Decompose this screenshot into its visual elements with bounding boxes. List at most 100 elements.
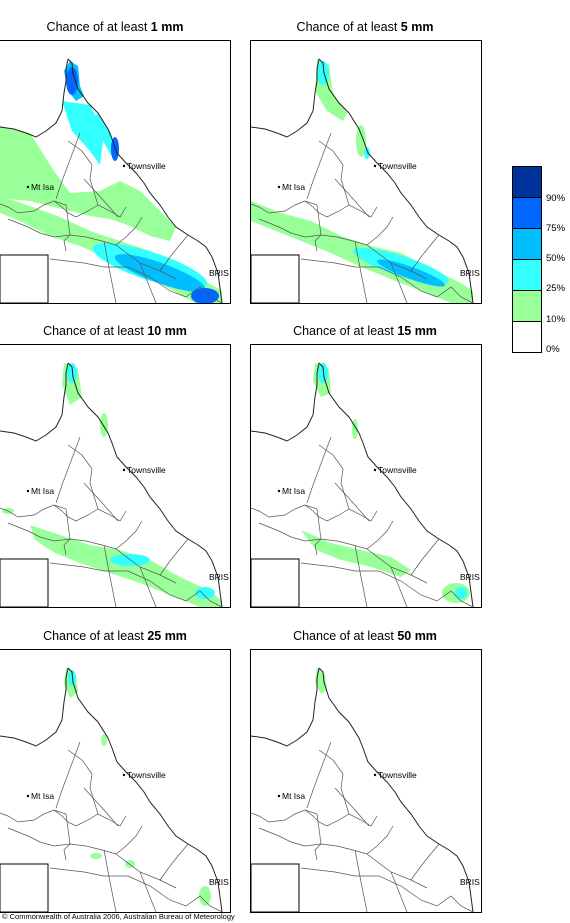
map-svg: Townsville Mt Isa BRIS — [0, 58, 229, 303]
district-border — [0, 809, 127, 827]
district-border — [115, 853, 177, 889]
probability-area — [364, 147, 370, 159]
label-brisbane: BRIS — [460, 877, 480, 887]
probability-area — [101, 734, 107, 746]
district-border — [366, 548, 428, 584]
legend-swatch-25 — [512, 259, 542, 290]
district-border — [103, 240, 117, 303]
map-1mm: Townsville Mt Isa BRIS — [0, 40, 231, 304]
legend-swatch-90 — [512, 166, 542, 197]
district-border — [49, 867, 223, 912]
district-border — [366, 244, 428, 280]
probability-area — [318, 363, 328, 383]
district-border — [318, 749, 350, 815]
probability-area — [356, 125, 366, 157]
district-border — [103, 544, 117, 607]
label-mt-isa: Mt Isa — [282, 182, 305, 192]
district-border — [306, 741, 332, 809]
district-border — [318, 444, 350, 510]
district-border — [67, 749, 99, 815]
map-svg: Townsville Mt Isa BRIS — [0, 362, 229, 607]
panel-title: Chance of at least 1 mm — [46, 20, 184, 34]
gulf-coastline — [0, 667, 69, 747]
legend-label-10: 10% — [546, 314, 566, 325]
district-border — [300, 562, 474, 607]
district-border — [366, 853, 428, 889]
district-border — [300, 258, 474, 303]
district-border — [49, 562, 223, 607]
coastline — [67, 58, 223, 303]
probability-area — [100, 413, 108, 437]
map-10mm: Townsville Mt Isa BRIS — [0, 344, 231, 608]
district-border — [300, 867, 474, 912]
legend-swatch-75 — [512, 197, 542, 228]
map-svg: Townsville Mt Isa BRIS — [0, 667, 229, 912]
panel-title: Chance of at least 5 mm — [296, 20, 434, 34]
panel-title: Chance of at least 25 mm — [43, 629, 187, 643]
panel-title: Chance of at least 10 mm — [43, 324, 187, 338]
legend-swatch-50 — [512, 228, 542, 259]
district-border — [354, 544, 368, 607]
district-border — [139, 566, 157, 607]
probability-area — [110, 554, 150, 566]
district-border — [258, 825, 394, 855]
district-border — [334, 178, 370, 218]
copyright-footer: © Commonwealth of Australia 2006, Austra… — [2, 912, 235, 921]
district-border — [390, 262, 408, 303]
coastline — [318, 667, 474, 912]
inset-box — [0, 558, 49, 607]
district-border — [159, 234, 189, 272]
probability-area — [377, 259, 445, 287]
town-dot — [122, 468, 126, 472]
town-dot — [26, 489, 30, 493]
town-dot — [277, 185, 281, 189]
legend-label-0: 0% — [546, 344, 560, 355]
probability-area — [62, 363, 82, 405]
district-border — [7, 216, 143, 246]
district-border — [83, 787, 119, 827]
inset-box — [0, 254, 49, 303]
coastline — [318, 58, 474, 303]
district-border — [7, 520, 143, 550]
probability-area — [301, 530, 411, 577]
district-border — [103, 849, 117, 912]
coastline — [318, 362, 474, 607]
label-brisbane: BRIS — [209, 268, 229, 278]
district-border — [306, 436, 332, 504]
district-border — [67, 140, 99, 206]
town-dot — [277, 489, 281, 493]
coastline — [67, 667, 223, 912]
panel-title: Chance of at least 50 mm — [293, 629, 437, 643]
inset-box — [251, 254, 300, 303]
probability-area — [90, 853, 102, 859]
district-border — [139, 262, 157, 303]
district-border — [49, 258, 223, 303]
legend-label-25: 25% — [546, 283, 566, 294]
district-border — [55, 436, 81, 504]
label-mt-isa: Mt Isa — [282, 791, 305, 801]
district-border — [251, 200, 378, 218]
town-dot — [122, 773, 126, 777]
district-border — [115, 548, 177, 584]
district-border — [334, 482, 370, 522]
label-brisbane: BRIS — [460, 268, 480, 278]
district-border — [7, 825, 143, 855]
probability-area — [352, 419, 358, 439]
map-svg: Townsville Mt Isa BRIS — [251, 58, 480, 303]
town-dot — [277, 794, 281, 798]
gulf-coastline — [251, 362, 320, 442]
label-townsville: Townsville — [127, 770, 166, 780]
panel-title: Chance of at least 15 mm — [293, 324, 437, 338]
probability-area — [67, 363, 77, 383]
label-mt-isa: Mt Isa — [31, 182, 54, 192]
town-dot — [122, 164, 126, 168]
gulf-coastline — [251, 58, 320, 138]
town-dot — [26, 794, 30, 798]
district-border — [390, 871, 408, 912]
district-border — [258, 216, 394, 246]
map-15mm: Townsville Mt Isa BRIS — [250, 344, 482, 608]
label-brisbane: BRIS — [460, 572, 480, 582]
district-border — [0, 504, 127, 522]
probability-area — [114, 254, 206, 292]
legend: 90% 75% 50% 25% 10% 0% — [512, 166, 565, 355]
